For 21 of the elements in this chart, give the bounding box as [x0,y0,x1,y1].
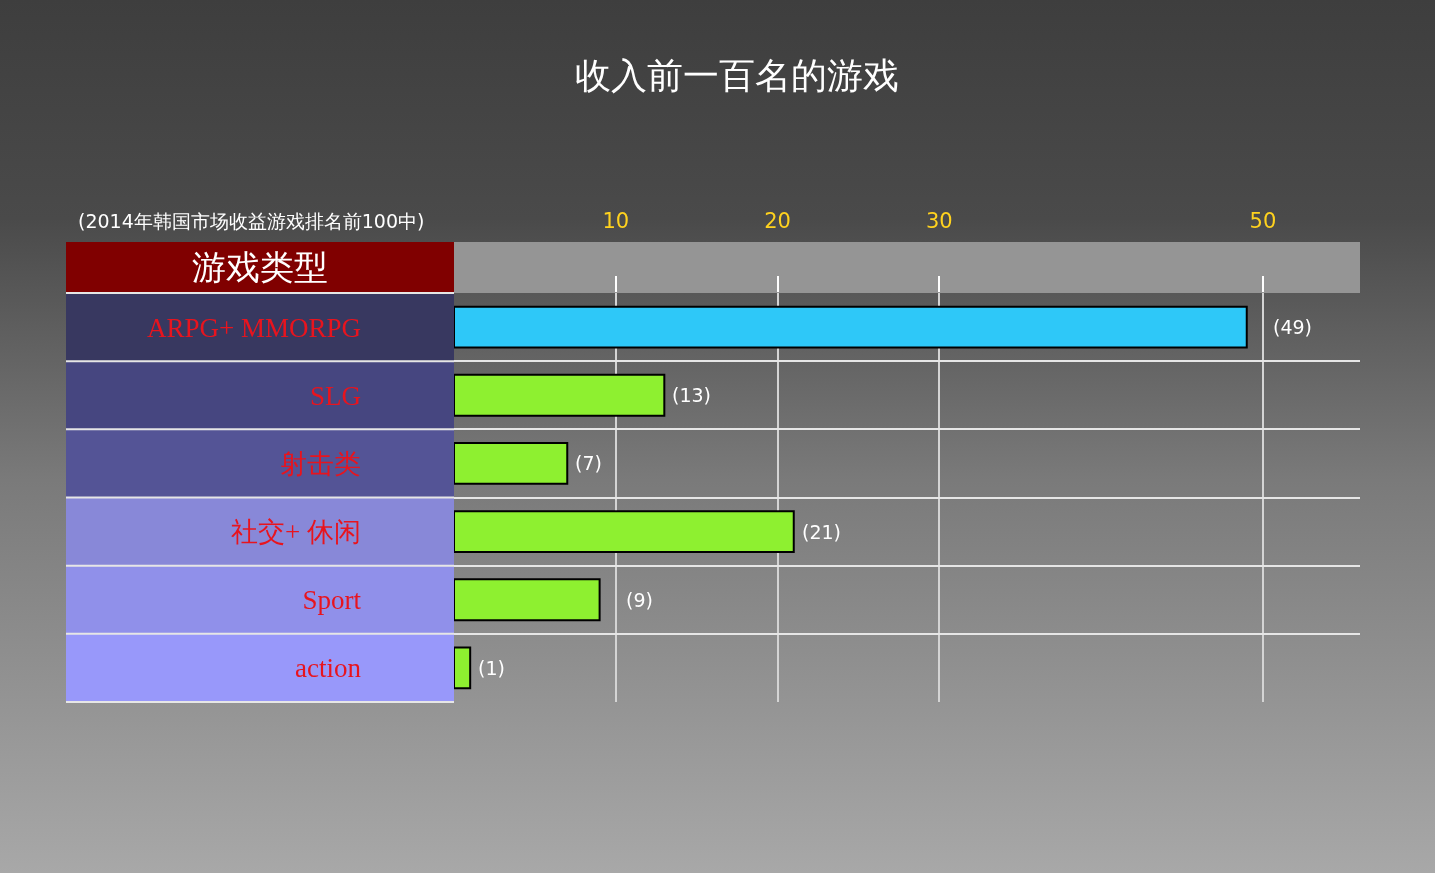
y-axis-title: 游戏类型 [192,249,328,286]
y-tick-label: action [295,653,362,684]
data-label: (1) [478,657,505,679]
data-label: (21) [802,521,842,543]
data-label: (13) [672,384,712,406]
y-tick-label: ARPG+ MMORPG [146,312,361,343]
x-tick-label: 30 [925,208,953,233]
y-tick-label: SLG [309,380,361,411]
bar [454,646,472,690]
y-tick-label: 射击类 [280,448,361,479]
data-label: (49) [1273,316,1313,338]
chart-title: 收入前一百名的游戏 [575,54,899,96]
text: (2014年韩国市场收益游戏排名前100中) [78,210,425,232]
x-tick-label: 20 [764,208,791,233]
data-label: (7) [575,452,602,474]
bar [454,441,569,485]
x-tick-label: 10 [602,208,630,233]
y-tick-label: 社交+ 休闲 [231,517,361,548]
data-label: (9) [626,589,653,611]
x-tick-label: 50 [1249,208,1277,233]
y-tick-label: Sport [302,585,362,616]
